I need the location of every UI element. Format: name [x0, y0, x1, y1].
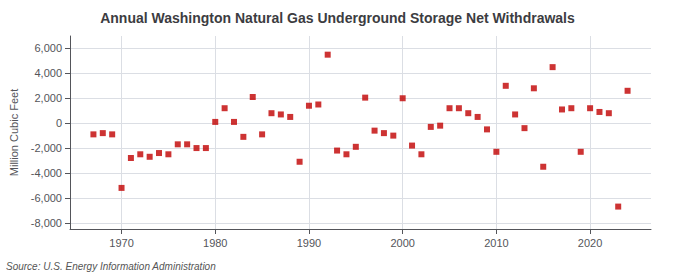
svg-text:2000: 2000 — [390, 237, 414, 249]
svg-text:Annual Washington Natural Gas: Annual Washington Natural Gas Undergroun… — [100, 10, 575, 26]
svg-text:2020: 2020 — [578, 237, 602, 249]
svg-text:6,000: 6,000 — [34, 42, 62, 54]
svg-text:-8,000: -8,000 — [31, 217, 62, 229]
svg-text:1970: 1970 — [109, 237, 133, 249]
svg-text:1990: 1990 — [297, 237, 321, 249]
svg-text:-2,000: -2,000 — [31, 142, 62, 154]
svg-text:2,000: 2,000 — [34, 92, 62, 104]
svg-text:Million Cubic Feet: Million Cubic Feet — [8, 89, 20, 176]
svg-text:4,000: 4,000 — [34, 67, 62, 79]
svg-text:Source: U.S. Energy Informatio: Source: U.S. Energy Information Administ… — [6, 261, 216, 272]
svg-text:-6,000: -6,000 — [31, 192, 62, 204]
svg-text:1980: 1980 — [203, 237, 227, 249]
svg-text:-4,000: -4,000 — [31, 167, 62, 179]
svg-text:2010: 2010 — [484, 237, 508, 249]
svg-text:0: 0 — [56, 117, 62, 129]
